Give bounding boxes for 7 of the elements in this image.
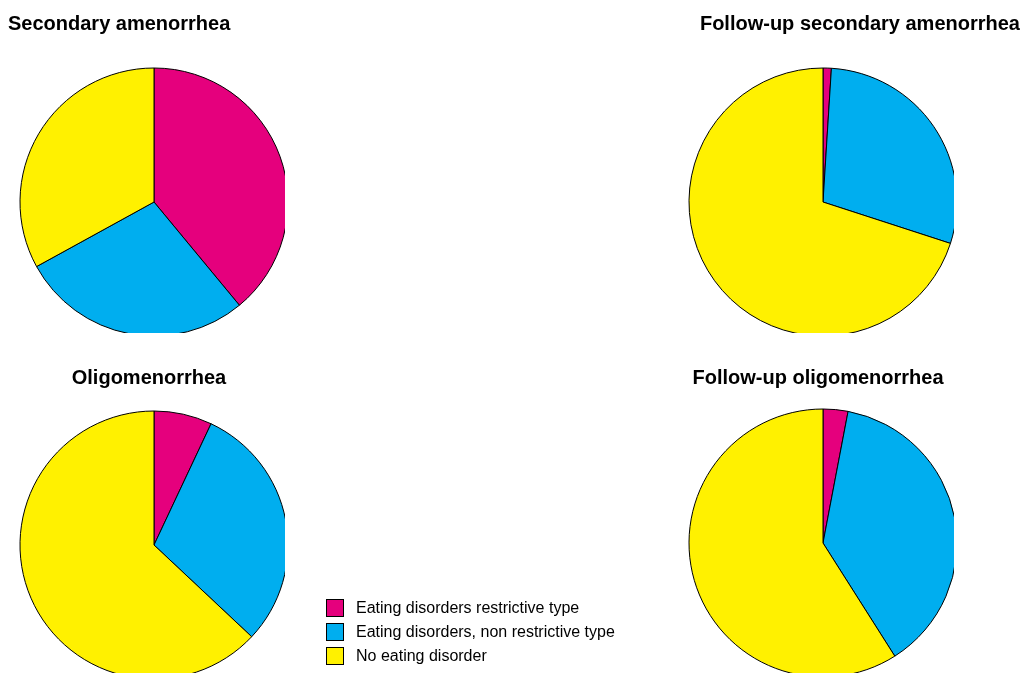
chart-title: Follow-up oligomenorrhea <box>692 366 944 389</box>
legend-label: Eating disorders restrictive type <box>356 599 580 617</box>
chart-title: Follow-up secondary amenorrhea <box>699 12 1020 35</box>
chart-title: Oligomenorrhea <box>71 366 227 389</box>
legend-label: Eating disorders, non restrictive type <box>356 623 615 641</box>
legend-label: No eating disorder <box>356 647 487 665</box>
chart-title: Secondary amenorrhea <box>8 12 231 35</box>
